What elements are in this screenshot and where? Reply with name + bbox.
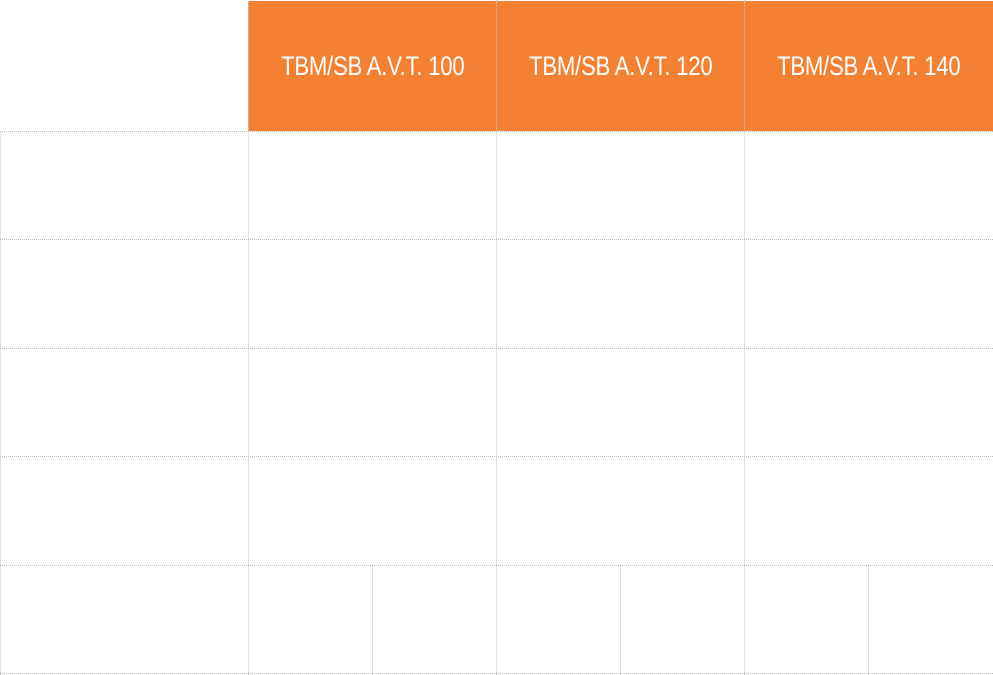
column-divider: [620, 565, 621, 675]
header-empty-cell: [0, 0, 248, 131]
column-divider: [248, 131, 249, 675]
column-header-avt-120: TBM/SB A.V.T. 120: [496, 1, 744, 131]
table-row: [0, 239, 993, 348]
column-header-avt-100: TBM/SB A.V.T. 100: [248, 1, 496, 131]
column-header-label: TBM/SB A.V.T. 100: [280, 50, 465, 81]
column-divider: [0, 131, 1, 675]
column-divider: [744, 0, 745, 675]
column-header-label: TBM/SB A.V.T. 140: [777, 50, 961, 81]
table-row: [0, 456, 993, 565]
table-row: [0, 131, 993, 239]
table-row: [0, 565, 993, 673]
column-header-label: TBM/SB A.V.T. 120: [528, 50, 713, 81]
column-header-avt-140: TBM/SB A.V.T. 140: [744, 1, 993, 131]
column-divider: [496, 0, 497, 675]
column-divider: [372, 565, 373, 675]
table-row: [0, 348, 993, 456]
column-divider: [868, 565, 869, 675]
